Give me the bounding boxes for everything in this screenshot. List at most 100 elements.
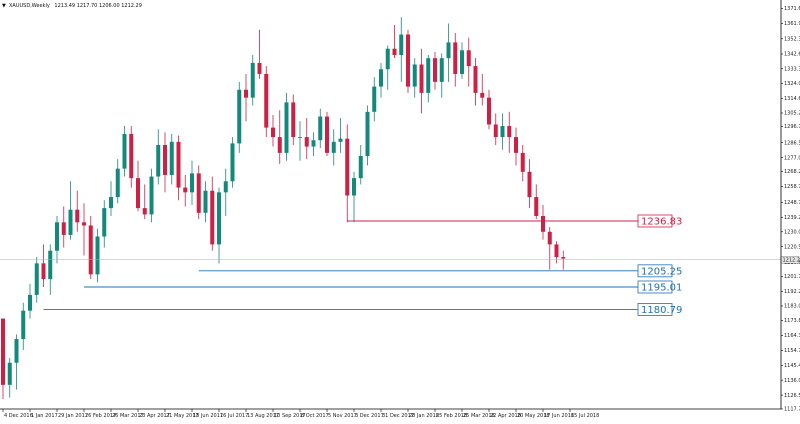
candle [231,137,235,188]
svg-text:XAUUSD,Weekly 1213.49: XAUUSD,Weekly 1213.49 1217.70 1206.00 12… [9,3,142,9]
time-tick-label: 16 Jul 2017 [220,413,248,419]
candle-body [453,42,457,74]
candle-body [82,222,86,225]
candle-body [102,208,106,236]
candle-body [15,339,19,363]
candle-body [474,66,478,93]
candle-body [399,35,403,56]
candle-body [123,134,127,169]
price-tick-label: 1314.60 [784,96,800,102]
level-label: 1236.83 [641,217,682,228]
candle-body [75,210,79,223]
candle-body [386,49,390,70]
time-tick-label: 18 Jun 2017 [193,413,223,419]
price-tick-label: 1154.75 [784,348,800,354]
price-tick-label: 1333.35 [784,66,800,72]
price-tick-label: 1361.95 [784,21,800,27]
candle-body [278,137,282,153]
candle-body [89,225,93,274]
price-tick-label: 1192.20 [784,289,800,295]
time-tick-label: 3 Dec 2017 [355,413,384,419]
candle-body [35,263,39,295]
candle-body [406,35,410,87]
price-tick-label: 1239.20 [784,215,800,221]
candle-body [413,64,417,86]
price-tick-label: 1371.60 [784,6,800,12]
price-tick-label: 1230.00 [784,229,800,235]
price-tick-label: 1324.00 [784,81,800,87]
candle-body [258,63,262,74]
candle-body [379,69,383,86]
time-tick-label: 28 Jan 2018 [409,413,439,419]
time-tick-label: 8 Oct 2017 [301,413,329,419]
candle-body [197,173,201,212]
candle-body [1,319,5,385]
candle-body [129,134,133,178]
candle-body [96,237,100,275]
candle-body [467,50,471,66]
symbol-timeframe-label: XAUUSD,Weekly [9,3,50,9]
candle-body [271,128,275,137]
candle-body [555,244,559,257]
candle-body [190,173,194,192]
price-tick-label: 1164.35 [784,333,800,339]
candle-body [69,210,73,235]
candle-body [561,257,565,259]
time-tick-label: 15 Jul 2018 [571,413,599,419]
candle-body [156,145,160,177]
price-tick-label: 1286.50 [784,140,800,146]
candle-body [312,140,316,146]
candle-body [372,87,376,112]
candle-body [48,251,52,279]
candle-body [143,208,147,214]
candle-body [62,222,66,235]
candle-body [433,58,437,82]
candle-body [183,188,187,193]
time-tick-label: 4 Dec 2016 [4,413,33,419]
candle [264,66,268,137]
candle-body [217,192,221,244]
candle-body [231,143,235,181]
candle [285,93,289,161]
ohlc-readout: 1213.49 1217.70 1206.00 1212.29 [54,3,141,9]
candle-body [447,42,451,58]
price-tick-label: 1258.75 [784,184,800,190]
candle-body [224,181,228,192]
candle-body [460,50,464,74]
candle-body [339,139,343,142]
candle-body [163,145,167,175]
level-label: 1180.79 [641,305,682,316]
candle-body [109,197,113,208]
candle-body [264,74,268,128]
price-tick-label: 1342.65 [784,52,800,58]
candle-body [393,49,397,55]
candle [406,30,410,93]
candle-body [420,64,424,92]
candle-body [325,117,329,153]
candle-body [426,58,430,93]
candle-body [359,156,363,178]
candle-body [305,137,309,146]
candle-body [116,169,120,197]
candle-body [55,222,59,250]
candle [325,112,329,156]
chart-header: ▼ XAUUSD,Weekly 1213.49 1217.70 1206.00 … [2,3,142,9]
chart-menu-arrow-icon[interactable]: ▼ [2,3,6,9]
price-tick-label: 1126.50 [784,393,800,399]
candle-body [548,232,552,245]
time-tick-label: 29 Jan 2017 [58,413,88,419]
price-tick-label: 1296.75 [784,124,800,130]
price-tick-label: 1268.20 [784,169,800,175]
candle-body [352,178,356,195]
candle [96,229,100,283]
candle-body [28,295,32,311]
candle-body [244,90,248,98]
candle-body [534,197,538,216]
price-tick-label: 1277.00 [784,155,800,161]
candle-body [487,98,491,125]
candle-body [528,172,532,197]
candle-body [291,102,295,137]
